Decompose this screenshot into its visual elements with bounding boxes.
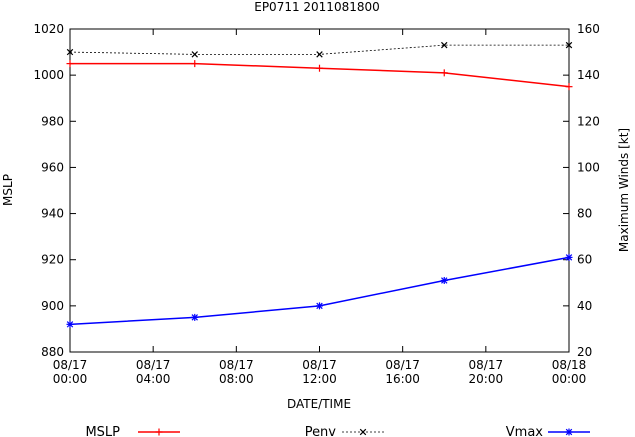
data-point-penv xyxy=(66,48,74,56)
data-point-penv xyxy=(441,41,448,49)
legend-marker xyxy=(155,428,163,436)
marker-stroke xyxy=(191,314,198,321)
x-axis-label: DATE/TIME xyxy=(287,397,351,411)
marker-stroke xyxy=(66,321,74,328)
series-mslp xyxy=(66,60,573,91)
x-tick-label: 08:00 xyxy=(219,372,254,386)
y2-axis-label: Maximum Winds [kt] xyxy=(617,128,631,252)
x-tick-label: 00:00 xyxy=(53,372,88,386)
y-tick-label: 1020 xyxy=(33,22,64,36)
x-tick-label: 08/17 xyxy=(219,358,254,372)
x-tick-label: 08/18 xyxy=(552,358,587,372)
x-tick-label: 08/17 xyxy=(53,358,88,372)
marker-stroke xyxy=(441,41,448,49)
y2-tick-label: 40 xyxy=(577,299,592,313)
legend-label: Penv xyxy=(305,425,337,437)
series-layer xyxy=(66,41,573,328)
data-point-mslp xyxy=(316,64,323,72)
y-tick-label: 1000 xyxy=(33,68,64,82)
marker-stroke xyxy=(359,428,367,436)
legend-marker xyxy=(565,428,573,436)
left-axis: 880 900 920 940 960 980 1000 1020 xyxy=(33,22,76,359)
legend-item-vmax: Vmax xyxy=(506,425,590,437)
x-tick-label: 08/17 xyxy=(469,358,504,372)
legend-marker xyxy=(359,428,367,436)
y2-tick-label: 140 xyxy=(577,68,600,82)
y-tick-label: 960 xyxy=(41,160,64,174)
data-point-mslp xyxy=(191,60,199,68)
legend-item-penv: Penv xyxy=(305,425,384,437)
y-tick-label: 900 xyxy=(41,299,64,313)
x-tick-label: 20:00 xyxy=(469,372,504,386)
x-axis: 08/1700:0008/1704:0008/1708:0008/1712:00… xyxy=(53,29,587,386)
marker-stroke xyxy=(565,41,573,49)
right-axis: 20 40 60 80 100 120 140 160 xyxy=(563,22,600,359)
x-tick-label: 04:00 xyxy=(136,372,171,386)
x-tick-label: 08/17 xyxy=(385,358,420,372)
y-tick-label: 980 xyxy=(41,114,64,128)
series-vmax xyxy=(66,253,573,328)
data-point-mslp xyxy=(66,60,74,68)
legend-label: MSLP xyxy=(85,425,120,437)
x-tick-label: 00:00 xyxy=(552,372,587,386)
x-tick-label: 16:00 xyxy=(385,372,420,386)
y2-tick-label: 20 xyxy=(577,345,592,359)
legend-item-mslp: MSLP xyxy=(85,425,180,437)
y2-tick-label: 100 xyxy=(577,160,600,174)
data-point-penv xyxy=(316,51,323,58)
data-point-vmax xyxy=(191,313,199,321)
y-tick-label: 920 xyxy=(41,253,64,267)
data-point-penv xyxy=(565,41,573,49)
marker-stroke xyxy=(316,302,323,310)
data-point-vmax xyxy=(316,302,323,310)
marker-stroke xyxy=(191,51,198,58)
marker-stroke xyxy=(316,51,323,58)
y2-tick-label: 60 xyxy=(577,253,592,267)
data-point-vmax xyxy=(66,320,74,328)
series-penv xyxy=(66,41,573,58)
y2-tick-label: 120 xyxy=(577,114,600,128)
series-line-vmax xyxy=(69,256,570,326)
marker-stroke xyxy=(565,254,573,261)
legend-label: Vmax xyxy=(506,425,544,437)
chart-title: EP0711 2011081800 xyxy=(254,0,380,14)
marker-stroke xyxy=(441,277,448,284)
data-point-penv xyxy=(191,51,198,58)
marker-stroke xyxy=(66,48,74,56)
series-line-penv xyxy=(69,44,569,55)
legend: MSLP Penv Vmax xyxy=(85,425,590,437)
x-tick-label: 08/17 xyxy=(136,358,171,372)
y2-tick-label: 160 xyxy=(577,22,600,36)
y-tick-label: 940 xyxy=(41,207,64,221)
marker-stroke xyxy=(565,428,573,436)
y2-tick-label: 80 xyxy=(577,207,592,221)
y-axis-label: MSLP xyxy=(1,174,15,206)
data-point-mslp xyxy=(565,83,573,91)
data-point-mslp xyxy=(440,69,448,77)
data-point-vmax xyxy=(440,276,448,284)
x-tick-label: 12:00 xyxy=(302,372,337,386)
x-tick-label: 08/17 xyxy=(302,358,337,372)
data-point-vmax xyxy=(565,253,573,261)
y-tick-label: 880 xyxy=(41,345,64,359)
